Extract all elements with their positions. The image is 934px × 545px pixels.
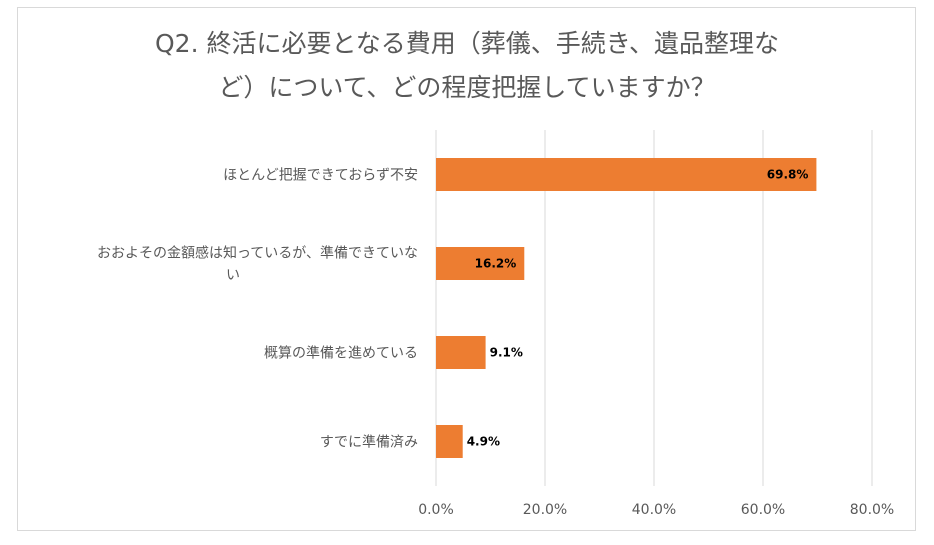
data-label: 4.9% xyxy=(467,435,500,449)
category-label: すでに準備済み xyxy=(320,435,418,451)
chart-title-line-1: Q2. 終活に必要となる費用（葬儀、手続き、遺品整理な xyxy=(155,29,779,58)
bar-4 xyxy=(436,425,463,458)
x-tick-label: 80.0% xyxy=(850,502,894,518)
x-tick-label: 0.0% xyxy=(418,502,454,518)
chart-title: Q2. 終活に必要となる費用（葬儀、手続き、遺品整理な ど）について、どの程度把… xyxy=(0,22,934,110)
bar-1 xyxy=(436,158,817,191)
category-label: ほとんど把握できておらず不安 xyxy=(223,168,418,184)
data-label: 16.2% xyxy=(475,257,517,271)
category-label: おおよその金額感は知っているが、準備できていな xyxy=(97,245,418,262)
bar-3 xyxy=(436,336,486,369)
chart-title-line-2: ど）について、どの程度把握していますか？ xyxy=(218,73,716,102)
x-tick-label: 40.0% xyxy=(632,502,676,518)
bar-2 xyxy=(436,247,525,280)
category-label: 概算の準備を進めている xyxy=(264,346,418,362)
x-tick-label: 20.0% xyxy=(523,502,567,518)
category-label: い xyxy=(226,268,240,284)
x-tick-label: 60.0% xyxy=(741,502,785,518)
data-label: 69.8% xyxy=(767,168,809,182)
data-label: 9.1% xyxy=(490,346,523,360)
